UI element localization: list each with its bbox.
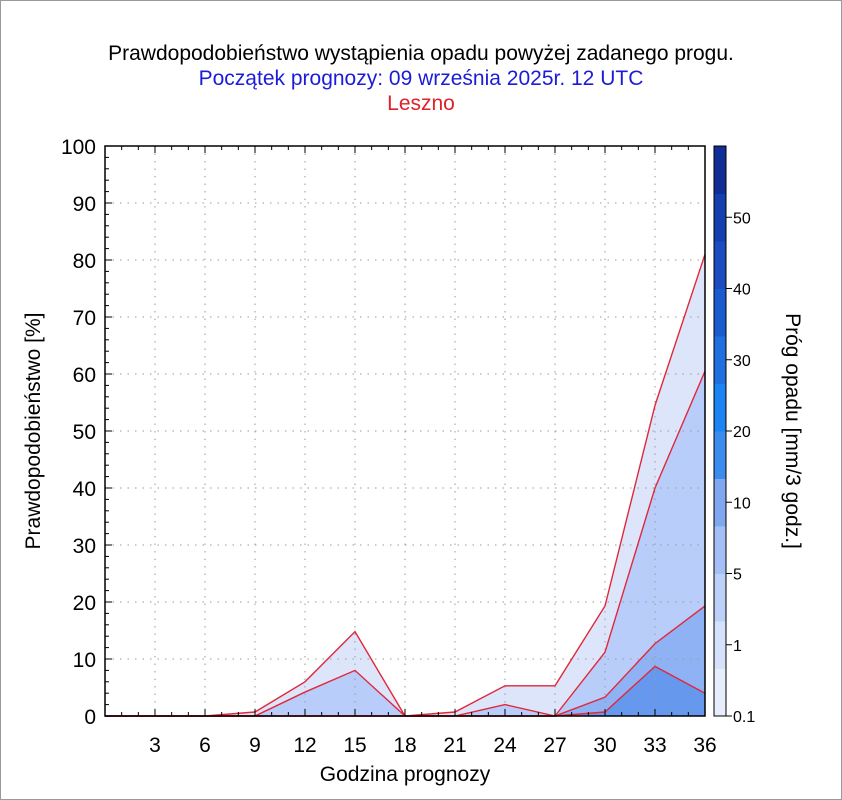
x-tick-label: 21 bbox=[443, 734, 466, 757]
station-name: Leszno bbox=[387, 92, 455, 115]
colorbar-tick-labels: 0.1 1 5 10 20 30 40 50 bbox=[726, 210, 755, 726]
colorbar-segment bbox=[714, 241, 726, 289]
colorbar-segment bbox=[714, 668, 726, 717]
x-tick-label: 3 bbox=[149, 734, 161, 757]
colorbar-segment bbox=[714, 526, 726, 574]
colorbar-segment bbox=[714, 146, 726, 194]
area-threshold-10 bbox=[105, 666, 705, 716]
colorbar-segment bbox=[714, 621, 726, 669]
axis-ticks bbox=[104, 145, 706, 717]
x-tick-labels: 3 6 9 12 15 18 21 24 27 30 33 36 bbox=[149, 734, 717, 757]
y-tick-label: 10 bbox=[73, 649, 96, 672]
y-tick-labels: 0 10 20 30 40 50 60 70 80 90 100 bbox=[61, 136, 96, 729]
y-tick-label: 70 bbox=[73, 307, 96, 330]
y-tick-label: 100 bbox=[61, 136, 96, 159]
colorbar-tick-label: 5 bbox=[733, 567, 742, 584]
x-tick-label: 9 bbox=[249, 734, 261, 757]
x-tick-label: 36 bbox=[693, 734, 716, 757]
grid-lines bbox=[105, 146, 706, 716]
colorbar bbox=[713, 145, 727, 717]
y-tick-label: 20 bbox=[73, 592, 96, 615]
colorbar-tick-label: 10 bbox=[733, 495, 751, 512]
x-axis-label: Godzina prognozy bbox=[320, 763, 491, 786]
y-tick-label: 40 bbox=[73, 478, 96, 501]
colorbar-tick-label: 40 bbox=[733, 282, 751, 299]
x-tick-label: 12 bbox=[293, 734, 316, 757]
colorbar-segment bbox=[714, 431, 726, 479]
y-tick-label: 0 bbox=[84, 706, 96, 729]
x-tick-label: 18 bbox=[393, 734, 416, 757]
x-tick-label: 24 bbox=[493, 734, 517, 757]
colorbar-tick-label: 0.1 bbox=[733, 709, 755, 726]
x-tick-label: 6 bbox=[199, 734, 211, 757]
y-axis-label: Prawdopodobieństwo [%] bbox=[22, 313, 45, 550]
y-tick-label: 80 bbox=[73, 250, 96, 273]
colorbar-segment bbox=[714, 573, 726, 622]
y-tick-label: 50 bbox=[73, 421, 96, 444]
colorbar-segment bbox=[714, 288, 726, 337]
x-tick-label: 15 bbox=[343, 734, 366, 757]
y-tick-label: 30 bbox=[73, 535, 96, 558]
y-tick-label: 90 bbox=[73, 193, 96, 216]
colorbar-segment bbox=[714, 336, 726, 384]
y-tick-label: 60 bbox=[73, 364, 96, 387]
colorbar-tick-label: 50 bbox=[733, 210, 751, 227]
x-tick-label: 33 bbox=[643, 734, 666, 757]
colorbar-label: Próg opadu [mm/3 godz.] bbox=[781, 313, 804, 549]
colorbar-tick-label: 30 bbox=[733, 353, 751, 370]
colorbar-segment bbox=[714, 193, 726, 242]
x-tick-label: 30 bbox=[593, 734, 616, 757]
colorbar-segment bbox=[714, 478, 726, 527]
chart-title: Prawdopodobieństwo wystąpienia opadu pow… bbox=[108, 42, 734, 65]
colorbar-tick-label: 20 bbox=[733, 424, 751, 441]
forecast-start-subtitle: Początek prognozy: 09 września 2025r. 12… bbox=[198, 67, 644, 90]
x-tick-label: 27 bbox=[543, 734, 566, 757]
probability-areas bbox=[105, 254, 705, 717]
colorbar-tick-label: 1 bbox=[733, 638, 742, 655]
colorbar-segment bbox=[714, 383, 726, 432]
